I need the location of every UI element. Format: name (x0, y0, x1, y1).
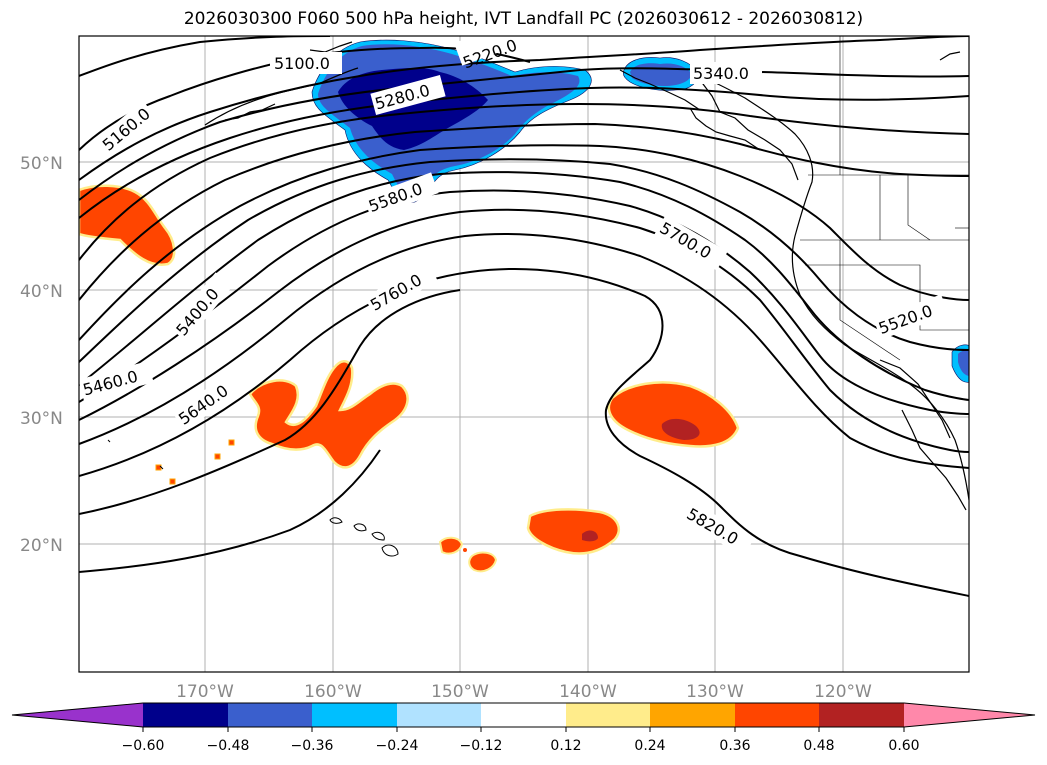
colorbar-bin (228, 703, 312, 727)
lat-label-50n: 50°N (20, 154, 63, 174)
colorbar-tick: 0.12 (550, 738, 581, 754)
colorbar-bin (143, 703, 228, 727)
colorbar-bin (650, 703, 735, 727)
contour-label-5340: 5340.0 (693, 64, 749, 83)
state-borders (800, 36, 969, 361)
colorbar-bin (481, 703, 566, 727)
lat-label-40n: 40°N (20, 282, 63, 302)
map-frame (78, 35, 970, 673)
hawaiian-islands (107, 439, 399, 557)
positive-ivt-region-hawaii-east (526, 508, 620, 555)
lon-label-150w: 150°W (431, 682, 489, 702)
contour-label-5100: 5100.0 (274, 54, 330, 73)
lon-label-130w: 130°W (686, 682, 744, 702)
negative-ivt-region-california (951, 344, 969, 383)
colorbar-tick: 0.60 (888, 738, 919, 754)
colorbar-bin (819, 703, 904, 727)
positive-ivt-region-subtropical-2 (607, 381, 740, 448)
map-area (79, 36, 969, 672)
longitude-labels: 170°W 160°W 150°W 140°W 130°W 120°W (176, 682, 872, 702)
colorbar-bin (735, 703, 819, 727)
colorbar-tick: −0.24 (376, 738, 419, 754)
contour-label-backgrounds (79, 36, 949, 557)
colorbar-bin (566, 703, 650, 727)
colorbar-extend-high (904, 703, 1035, 727)
lat-label-20n: 20°N (20, 536, 63, 556)
lon-label-170w: 170°W (176, 682, 234, 702)
lon-label-160w: 160°W (304, 682, 362, 702)
positive-ivt-region-subtropical-1 (248, 360, 409, 469)
lon-label-120w: 120°W (814, 682, 872, 702)
map-title: 2026030300 F060 500 hPa height, IVT Land… (183, 9, 864, 29)
colorbar-tick: −0.12 (460, 738, 503, 754)
lon-label-140w: 140°W (559, 682, 617, 702)
colorbar-bin (312, 703, 397, 727)
gridlines (79, 36, 969, 672)
colorbar-tick: 0.24 (634, 738, 665, 754)
colorbar-tick: −0.60 (122, 738, 165, 754)
latitude-labels: 50°N 40°N 30°N 20°N (20, 154, 63, 556)
lat-label-30n: 30°N (20, 409, 63, 429)
colorbar-extend-low (12, 703, 143, 727)
positive-ivt-region-hawaii-small (155, 439, 498, 573)
colorbar: −0.60 −0.48 −0.36 −0.24 −0.12 0.12 0.24 … (11, 702, 1036, 754)
colorbar-tick: −0.36 (291, 738, 334, 754)
colorbar-tick: 0.36 (719, 738, 750, 754)
colorbar-tick: −0.48 (207, 738, 250, 754)
colorbar-tick: 0.48 (803, 738, 834, 754)
colorbar-bin (397, 703, 481, 727)
